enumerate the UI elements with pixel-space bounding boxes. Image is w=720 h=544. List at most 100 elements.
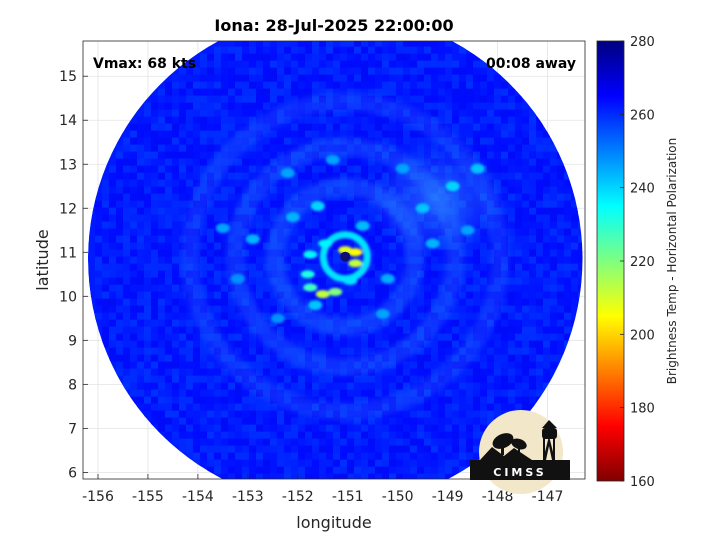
texture-pixel xyxy=(395,417,403,425)
texture-pixel xyxy=(318,340,326,348)
texture-pixel xyxy=(178,361,186,369)
texture-pixel xyxy=(507,284,515,292)
texture-pixel xyxy=(465,403,473,411)
texture-pixel xyxy=(514,116,522,124)
texture-pixel xyxy=(262,228,270,236)
texture-pixel xyxy=(374,368,382,376)
texture-pixel xyxy=(171,81,179,89)
texture-pixel xyxy=(528,109,536,117)
texture-pixel xyxy=(171,116,179,124)
texture-pixel xyxy=(472,375,480,383)
texture-pixel xyxy=(535,116,543,124)
texture-pixel xyxy=(367,375,375,383)
texture-pixel xyxy=(227,165,235,173)
texture-pixel xyxy=(521,382,529,390)
texture-pixel xyxy=(227,102,235,110)
texture-pixel xyxy=(178,67,186,75)
texture-pixel xyxy=(493,382,501,390)
texture-pixel xyxy=(395,60,403,68)
texture-pixel xyxy=(339,466,347,474)
texture-pixel xyxy=(276,95,284,103)
texture-pixel xyxy=(500,81,508,89)
colorbar-tick-label: 220 xyxy=(630,255,655,270)
texture-pixel xyxy=(395,123,403,131)
texture-pixel xyxy=(234,186,242,194)
texture-pixel xyxy=(367,284,375,292)
texture-pixel xyxy=(423,438,431,446)
texture-pixel xyxy=(143,319,151,327)
texture-pixel xyxy=(227,326,235,334)
texture-pixel xyxy=(479,242,487,250)
texture-pixel xyxy=(143,368,151,376)
texture-pixel xyxy=(528,221,536,229)
texture-pixel xyxy=(402,368,410,376)
texture-pixel xyxy=(311,137,319,145)
rainband-cell xyxy=(230,273,245,284)
texture-pixel xyxy=(150,151,158,159)
texture-pixel xyxy=(381,130,389,138)
texture-pixel xyxy=(319,481,326,488)
texture-pixel xyxy=(276,424,284,432)
texture-pixel xyxy=(367,452,375,460)
texture-pixel xyxy=(507,305,515,313)
texture-pixel xyxy=(94,312,102,320)
texture-pixel xyxy=(395,459,403,467)
texture-pixel xyxy=(479,123,487,131)
texture-pixel xyxy=(276,207,284,215)
texture-pixel xyxy=(409,74,417,82)
texture-pixel xyxy=(374,137,382,145)
texture-pixel xyxy=(192,375,200,383)
texture-pixel xyxy=(269,207,277,215)
texture-pixel xyxy=(542,130,550,138)
texture-pixel xyxy=(332,333,340,341)
texture-pixel xyxy=(353,312,361,320)
texture-pixel xyxy=(388,459,396,467)
texture-pixel xyxy=(143,249,151,257)
texture-pixel xyxy=(332,242,340,250)
texture-pixel xyxy=(297,459,305,467)
y-tick-label: 9 xyxy=(68,333,77,349)
colorbar-tick-label: 160 xyxy=(630,475,655,490)
texture-pixel xyxy=(514,298,522,306)
texture-pixel xyxy=(381,81,389,89)
texture-pixel xyxy=(249,481,256,488)
texture-pixel xyxy=(556,235,564,243)
texture-pixel xyxy=(199,396,207,404)
texture-pixel xyxy=(122,347,130,355)
texture-pixel xyxy=(465,312,473,320)
texture-pixel xyxy=(185,172,193,180)
texture-pixel xyxy=(514,172,522,180)
texture-pixel xyxy=(255,158,263,166)
texture-pixel xyxy=(451,326,459,334)
texture-pixel xyxy=(521,312,529,320)
texture-pixel xyxy=(129,319,137,327)
texture-pixel xyxy=(136,277,144,285)
texture-pixel xyxy=(458,291,466,299)
texture-pixel xyxy=(493,403,501,411)
texture-pixel xyxy=(367,228,375,236)
texture-pixel xyxy=(500,151,508,159)
texture-pixel xyxy=(381,116,389,124)
texture-pixel xyxy=(276,305,284,313)
texture-pixel xyxy=(164,144,172,152)
texture-pixel xyxy=(304,417,312,425)
texture-pixel xyxy=(108,347,116,355)
texture-pixel xyxy=(122,242,130,250)
texture-pixel xyxy=(136,207,144,215)
texture-pixel xyxy=(206,53,214,61)
texture-pixel xyxy=(507,186,515,194)
texture-pixel xyxy=(94,214,102,222)
texture-pixel xyxy=(136,151,144,159)
texture-pixel xyxy=(192,382,200,390)
texture-pixel xyxy=(262,277,270,285)
texture-pixel xyxy=(297,452,305,460)
texture-pixel xyxy=(402,123,410,131)
texture-pixel xyxy=(549,214,557,222)
texture-pixel xyxy=(108,228,116,236)
texture-pixel xyxy=(437,46,445,54)
texture-pixel xyxy=(514,277,522,285)
texture-pixel xyxy=(101,242,109,250)
texture-pixel xyxy=(227,305,235,313)
texture-pixel xyxy=(199,158,207,166)
texture-pixel xyxy=(255,74,263,82)
